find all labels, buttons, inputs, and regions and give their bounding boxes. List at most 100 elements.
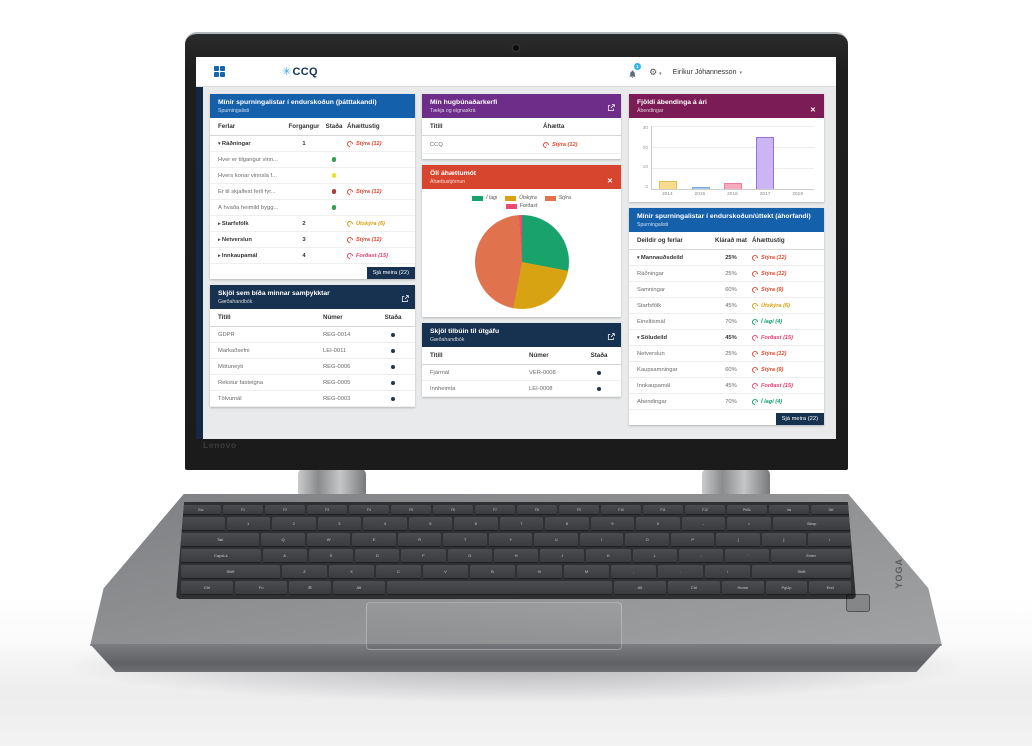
keyboard-key: 2 [272,517,316,531]
keyboard-key: Shift [752,565,851,579]
close-icon[interactable] [607,170,615,178]
keyboard-key: Ctrl [181,581,234,595]
notifications-bell-icon[interactable]: 1 [628,63,642,78]
x-axis: 2014 2015 2016 2017 2018 [661,192,803,198]
gauge-icon [345,219,355,228]
keyboard-key: F1 [223,505,263,515]
table-row[interactable]: Ráðningar 25% Stýra (12) [629,266,824,283]
table-row[interactable]: Starfsfólk 45% Útskýra (6) [629,298,824,315]
table-row[interactable]: Samningar 60% Stýra (9) [629,282,824,299]
keyboard-key: 1 [226,517,271,531]
table-row[interactable]: Netverslun 3 Stýra (12) [210,232,415,249]
panel-header: Fjöldi ábendinga á ári Ábendingar [629,94,824,119]
panel-title: Öll áhættumót [430,170,477,178]
table-row[interactable]: Innkaupamál 4 Forðast (15) [210,248,415,265]
keyboard-key: 9 [590,517,635,531]
external-link-icon[interactable] [607,99,615,112]
table-row[interactable]: Ábendingar 70% Í lagi (4) [629,394,824,411]
panel-title: Skjöl sem bíða minnar samþykktar [218,290,330,298]
table-row[interactable]: Eineltismál 70% Í lagi (4) [629,314,824,331]
column-2: Mín hugbúnaðarkerfi Tækja og eignaskrá T… [422,94,621,398]
status-dot [597,386,601,391]
see-more-button[interactable]: Sjá meira (22) [366,267,415,280]
table-row[interactable]: GDPR REG-0014 [210,327,415,344]
panel-subtitle: Gæðahandbók [430,337,465,344]
legend-item: Stýra [544,195,571,201]
gauge-icon [750,317,760,327]
close-icon[interactable] [810,99,818,107]
panel-title: Skjöl tilbúin til útgáfu [430,328,500,336]
keyboard-key: Alt [613,581,666,595]
keyboard-key [386,581,612,595]
panel-header: Skjöl tilbúin til útgáfu Gæðahandbók [422,323,621,348]
external-link-icon[interactable] [607,328,615,341]
table-row[interactable]: Á hvaða heimild bygg... [210,200,415,217]
keyboard-key: Bksp [772,517,852,531]
gauge-icon [750,333,760,343]
table-row[interactable]: Mannauðsdeild 25% Stýra (12) [629,250,824,267]
table-row[interactable]: Starfsfólk 2 Útskýra (6) [210,216,415,233]
legend-item: Forðast [505,203,537,209]
panel-subtitle: Gæðahandbók [218,299,253,306]
table-row[interactable]: Tölvumál REG-0003 [210,391,415,408]
keyboard-key: F3 [307,505,347,515]
caret-down-icon [659,67,662,77]
table-row[interactable]: Markaðsefni LEI-0011 [210,343,415,360]
fingerprint-sensor [846,594,870,612]
laptop-front-edge [90,644,942,672]
keyboard-key: / [705,565,750,579]
settings-gear-icon[interactable] [649,67,662,78]
table-row[interactable]: Innheimta LEI-0008 [422,381,621,398]
gauge-icon [345,251,355,260]
table-header: Titill Áhætta [422,118,621,137]
gauge-icon [750,381,760,391]
legend-swatch [472,195,484,201]
keyboard-key: S [308,549,354,563]
see-more-button[interactable]: Sjá meira (22) [775,413,824,426]
table-row[interactable]: Kaupsamningar 60% Stýra (9) [629,362,824,379]
table-row[interactable]: Netverslun 25% Stýra (12) [629,346,824,363]
plot-area [651,126,814,191]
user-menu[interactable]: Eiríkur Jóhannesson [673,69,742,76]
table-row[interactable]: Hver er tilgangur vinn... [210,152,415,169]
status-dot [331,205,337,210]
caret-down-icon [739,69,742,76]
keyboard-key: R [397,533,442,547]
keyboard-row: ` 1 2 3 4 5 6 7 8 9 0- = Bksp [181,517,852,531]
gauge-icon [750,365,760,375]
legend-swatch [505,195,517,201]
panel-header: Skjöl sem bíða minnar samþykktar Gæðahan… [210,285,415,310]
left-edge-strip [196,87,203,439]
keyboard-key: O [625,533,669,547]
table-row[interactable]: Hvers konar vinnsla f... [210,168,415,185]
keyboard-key: , [611,565,656,579]
external-link-icon[interactable] [401,290,409,303]
keyboard-key: Tab [181,533,260,547]
keyboard-key: 6 [454,517,498,531]
keyboard-key: = [727,517,771,531]
user-name: Eiríkur Jóhannesson [672,68,737,76]
panel-subtitle: Ábendingar [637,108,664,115]
keyboard-row: Shift Z X C V B N M,. / Shift [181,565,851,579]
table-row[interactable]: CCQ Stýra (12) [422,136,621,155]
table-row[interactable]: Mötuneyti REG-0006 [210,359,415,376]
panel-participant-questionnaires: Mínir spurningalistar í endurskoðun (þát… [210,94,415,280]
table-row[interactable]: Innkaupamál 45% Forðast (15) [629,378,824,395]
keyboard-key: 4 [363,517,407,531]
bar-2014 [659,180,678,190]
app-launcher-grid-icon[interactable] [214,66,225,77]
keyboard-key: - [681,517,726,531]
keyboard-key: [ [716,533,760,547]
gauge-icon [750,285,760,295]
table-row[interactable]: Ráðningar 1 Stýra (12) [210,136,415,153]
table-row[interactable]: Er til skjalfest ferli fyr... Stýra (12) [210,184,415,201]
keyboard-key: Home [722,581,764,595]
table-row[interactable]: Fjármál VER-0008 [422,365,621,382]
keyboard-key: ; [678,549,724,563]
table-row[interactable]: Söludeild 45% Forðast (15) [629,330,824,347]
keyboard-key: J [540,549,585,563]
table-row[interactable]: Rekstur fasteigna REG-0005 [210,375,415,392]
status-dot [597,370,601,375]
keyboard-key: F6 [433,505,473,515]
keyboard-key: End [809,581,851,595]
